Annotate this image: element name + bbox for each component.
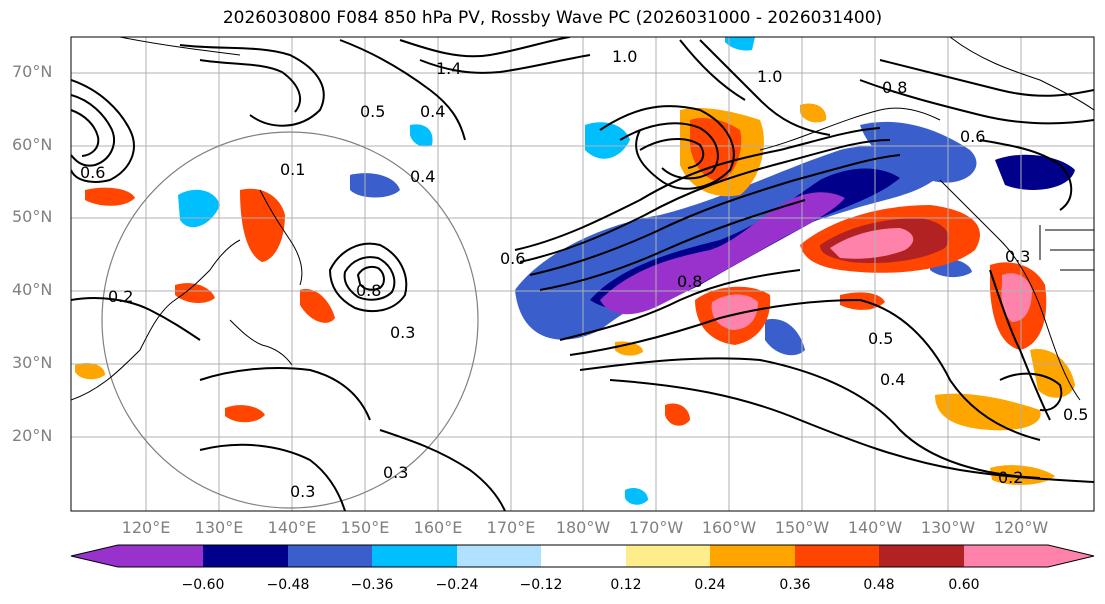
- positive-anomaly-southeast: [1030, 349, 1075, 398]
- colorbar-tick-label: 0.48: [863, 577, 895, 593]
- colorbar-tick-label: −0.24: [435, 577, 479, 593]
- colorbar-tick-label: −0.12: [519, 577, 563, 593]
- colorbar-segment: [372, 545, 457, 567]
- longitude-label: 120°W: [993, 518, 1049, 537]
- contour-label: 1.4: [436, 59, 461, 78]
- map-frame: [70, 36, 1095, 512]
- map-panel: [71, 37, 1094, 511]
- longitude-label: 130°W: [920, 518, 976, 537]
- positive-anomaly-small-2: [175, 283, 215, 304]
- colorbar-segment: [626, 545, 710, 567]
- contour-label: 0.2: [108, 287, 133, 306]
- contour-label: 0.3: [383, 463, 408, 482]
- positive-anomaly-small-3: [225, 405, 265, 423]
- contour-label: 0.3: [390, 323, 415, 342]
- colorbar-segment: [203, 545, 288, 567]
- colorbar-segment: [541, 545, 626, 567]
- contour-label: 0.4: [880, 370, 905, 389]
- contour-label: 0.6: [500, 249, 525, 268]
- latitude-label: 30°N: [12, 353, 53, 372]
- longitude-label: 120°E: [121, 518, 171, 537]
- colorbar-min-arrow: [71, 545, 118, 567]
- contour-label: 0.6: [80, 163, 105, 182]
- longitude-label: 180°W: [555, 518, 611, 537]
- positive-anomaly-gulf-peak: [830, 228, 914, 259]
- longitude-label: 140°E: [267, 518, 317, 537]
- contour-label: 0.3: [290, 482, 315, 501]
- negative-anomaly-northeast: [860, 121, 977, 183]
- positive-anomaly-small-7: [990, 465, 1055, 485]
- longitude-label: 140°W: [847, 518, 903, 537]
- contour-label: 1.0: [612, 47, 637, 66]
- longitude-label: 170°E: [486, 518, 536, 537]
- negative-anomaly-northeast-core: [995, 154, 1075, 190]
- contour-label: 0.2: [998, 468, 1023, 487]
- negative-anomaly-extreme: [600, 192, 845, 315]
- contour-label: 0.1: [280, 160, 305, 179]
- longitude-label: 150°E: [340, 518, 390, 537]
- map-title: 2026030800 F084 850 hPa PV, Rossby Wave …: [222, 8, 883, 28]
- contour-label: 1.0: [757, 67, 782, 86]
- longitude-label: 170°W: [628, 518, 684, 537]
- contour-label: 0.6: [960, 127, 985, 146]
- latitude-label: 60°N: [12, 135, 53, 154]
- longitude-label: 160°E: [413, 518, 463, 537]
- colorbar-tick-label: 0.60: [948, 577, 980, 593]
- positive-anomaly-small-6: [75, 363, 105, 380]
- colorbar-max-arrow: [1048, 545, 1094, 567]
- colorbar-segment: [710, 545, 795, 567]
- negative-anomaly-small: [625, 488, 648, 505]
- contour-label-group: 0.2 0.3 0.3 0.3 0.4 0.4 0.5 0.5 0.6 0.6 …: [80, 47, 1088, 501]
- colorbar-tick-label: −0.36: [350, 577, 394, 593]
- negative-anomaly-top: [725, 37, 755, 51]
- colorbar-segment: [879, 545, 964, 567]
- latitude-label: 20°N: [12, 426, 53, 445]
- colorbar-segment: [964, 545, 1048, 567]
- latitude-label: 50°N: [12, 207, 53, 226]
- positive-anomaly-small-9: [800, 103, 827, 123]
- contour-label: 0.8: [356, 281, 381, 300]
- positive-anomaly-small-1: [300, 289, 335, 323]
- colorbar-tick-label: −0.48: [266, 577, 310, 593]
- colorbar-segment: [795, 545, 879, 567]
- longitude-label: 130°E: [194, 518, 244, 537]
- contour-label: 0.5: [1063, 405, 1088, 424]
- negative-anomaly-top-mid: [410, 124, 433, 147]
- coastlines: [71, 37, 1094, 401]
- colorbar-segment: [288, 545, 372, 567]
- positive-anomaly-small-5: [665, 403, 690, 426]
- graticule: [71, 37, 1094, 511]
- positive-anomaly-subtropic: [935, 393, 1041, 431]
- colorbar-segment: [118, 545, 203, 567]
- positive-anomaly-west-coast-core: [1001, 273, 1032, 322]
- colorbar-tick-label: 0.36: [779, 577, 811, 593]
- contour-label: 0.8: [677, 272, 702, 291]
- contour-label: 0.8: [882, 78, 907, 97]
- reference-circle: [101, 131, 479, 509]
- colorbar-segment: [457, 545, 541, 567]
- contour-label: 0.4: [420, 102, 445, 121]
- colorbar-tick-label: 0.12: [610, 577, 642, 593]
- colorbar-tick-label: 0.24: [694, 577, 726, 593]
- negative-anomaly-north-1: [585, 122, 630, 159]
- contour-label: 0.5: [868, 329, 893, 348]
- latitude-label: 40°N: [12, 280, 53, 299]
- contour-label: 0.4: [410, 167, 435, 186]
- positive-anomaly-japan: [240, 188, 285, 262]
- pv-contours: [71, 37, 1094, 511]
- colorbar: [70, 544, 1095, 568]
- contour-label: 0.5: [360, 102, 385, 121]
- positive-anomaly-central-core: [711, 294, 758, 330]
- negative-anomaly-nw-pacific: [350, 173, 400, 198]
- colorbar-tick-label: −0.60: [181, 577, 225, 593]
- longitude-label: 160°W: [701, 518, 757, 537]
- latitude-label: 70°N: [12, 62, 53, 81]
- positive-anomaly-west-edge: [85, 187, 135, 206]
- negative-anomaly-south: [765, 319, 805, 356]
- longitude-label: 150°W: [774, 518, 830, 537]
- contour-label: 0.3: [1005, 247, 1030, 266]
- colorbar-outline: [70, 544, 1095, 568]
